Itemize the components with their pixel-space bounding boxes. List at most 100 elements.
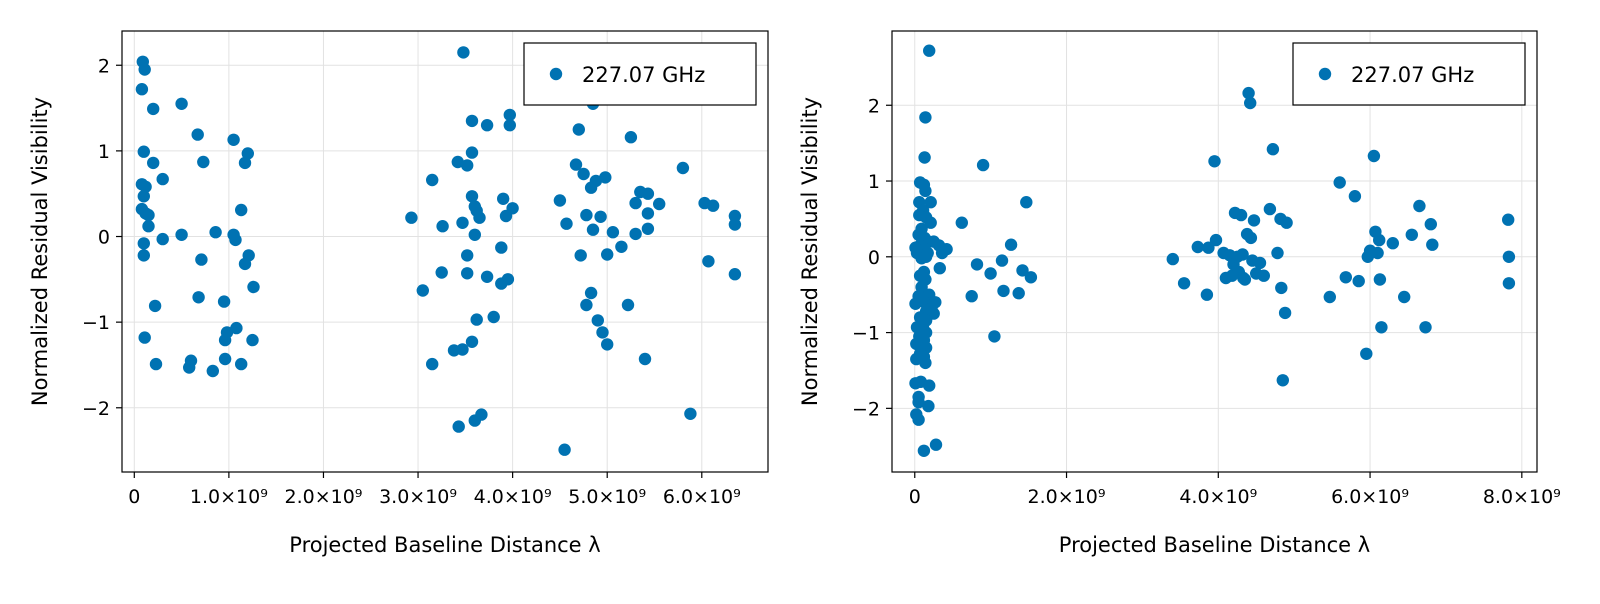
data-point (1177, 277, 1191, 290)
data-point (1419, 321, 1432, 334)
data-point (1373, 233, 1386, 247)
data-point (436, 220, 449, 233)
data-point (909, 377, 922, 390)
x-tick-label: 2.0×10⁹ (284, 486, 362, 508)
data-point (1323, 290, 1337, 304)
data-point (451, 155, 464, 169)
data-point (475, 408, 488, 421)
data-point (1253, 256, 1267, 270)
data-point (192, 291, 205, 304)
data-point (206, 364, 219, 378)
data-point (984, 267, 997, 280)
data-point (506, 202, 519, 215)
data-point (457, 46, 470, 59)
data-point (1209, 233, 1223, 247)
data-point (601, 338, 614, 351)
data-point (501, 273, 515, 286)
data-point (461, 249, 474, 262)
data-point (1202, 241, 1215, 254)
data-point (473, 211, 486, 224)
x-tick-label: 0 (128, 486, 140, 508)
legend-box (523, 42, 757, 106)
data-point (919, 184, 932, 198)
data-point (929, 438, 943, 451)
data-point (468, 228, 481, 241)
data-point (183, 361, 196, 374)
data-point (988, 330, 1001, 343)
data-point (596, 326, 609, 339)
data-point (456, 343, 469, 356)
data-point (426, 357, 439, 371)
data-point (976, 158, 990, 172)
data-point (1275, 281, 1288, 295)
data-point (1280, 216, 1293, 229)
data-point (148, 299, 162, 313)
data-point (1278, 306, 1292, 320)
y-tick-label: −1 (852, 323, 880, 345)
data-point (1191, 240, 1205, 254)
data-point (629, 227, 642, 241)
data-point (933, 262, 946, 275)
data-point (175, 97, 188, 111)
data-point (246, 333, 259, 347)
data-point (599, 171, 612, 184)
data-point (970, 258, 984, 271)
y-axis-label: Normalized Residual Visibility (28, 97, 52, 406)
data-point (235, 203, 248, 217)
legend: 227.07 GHz (523, 42, 757, 106)
data-point (1424, 218, 1438, 231)
data-point (197, 155, 210, 169)
data-point (156, 172, 169, 186)
data-point (923, 379, 936, 392)
data-point (175, 228, 188, 241)
data-point (1271, 246, 1284, 260)
data-point (919, 250, 933, 263)
y-tick-label: −2 (852, 398, 880, 420)
data-point (955, 216, 968, 229)
x-tick-label: 4.0×10⁹ (1179, 486, 1257, 508)
data-point (1257, 269, 1271, 282)
data-point (465, 335, 479, 348)
x-tick-label: 5.0×10⁹ (568, 486, 646, 508)
y-tick-label: −1 (82, 312, 110, 334)
data-point (209, 226, 222, 239)
x-axis-label: Projected Baseline Distance λ (1059, 533, 1370, 557)
data-point (638, 352, 652, 366)
legend-marker (549, 67, 563, 81)
x-tick-label: 4.0×10⁹ (474, 486, 552, 508)
data-point (586, 223, 600, 236)
data-point (461, 159, 474, 172)
data-point (965, 290, 978, 303)
data-point (238, 156, 252, 170)
data-point (1371, 246, 1384, 260)
data-point (1398, 290, 1411, 304)
data-point (919, 111, 932, 124)
data-point (1413, 199, 1426, 213)
data-point (1502, 213, 1515, 226)
data-point (1244, 96, 1257, 110)
x-tick-label: 0 (909, 486, 921, 508)
data-point (653, 197, 666, 211)
data-point (728, 268, 742, 281)
legend-label: 227.07 GHz (1351, 63, 1474, 87)
y-tick-label: 2 (868, 95, 880, 117)
data-point (624, 131, 638, 144)
data-point (706, 199, 720, 212)
data-point (1016, 264, 1029, 277)
data-point (621, 298, 635, 312)
data-point (191, 128, 204, 141)
data-point (912, 396, 925, 409)
data-point (470, 313, 483, 326)
data-point (1012, 287, 1025, 300)
x-tick-label: 2.0×10⁹ (1028, 486, 1106, 508)
data-point (1386, 237, 1400, 250)
data-point (553, 194, 567, 207)
data-point (238, 257, 252, 271)
y-tick-label: 0 (868, 247, 880, 269)
legend-box (1292, 42, 1526, 106)
data-point (1244, 231, 1258, 245)
data-point (1360, 347, 1373, 360)
data-point (503, 119, 516, 132)
plot-frame (121, 30, 769, 473)
y-axis: −2 −1 0 1 2 (82, 55, 122, 420)
